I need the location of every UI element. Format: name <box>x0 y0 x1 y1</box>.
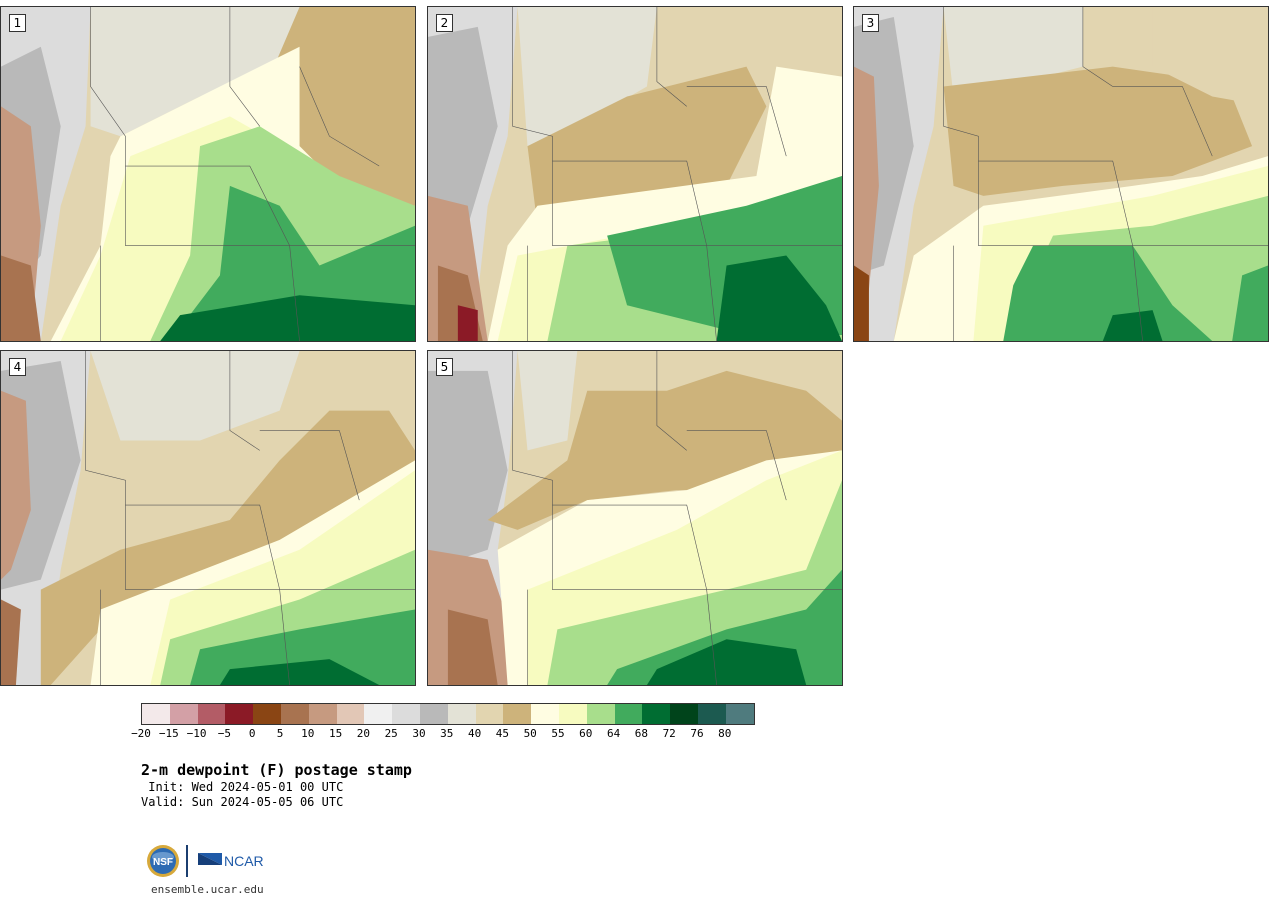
stamp-panel-1: 1 <box>0 6 416 342</box>
colorbar-tick: −15 <box>158 727 179 740</box>
colorbar-tick: 40 <box>467 727 482 740</box>
panel-number: 5 <box>436 358 453 376</box>
colorbar-tick: 25 <box>384 727 398 740</box>
nsf-logo-text: NSF <box>153 857 173 868</box>
panel-number: 2 <box>436 14 453 32</box>
panel-number: 4 <box>9 358 26 376</box>
dewpoint-map-2 <box>428 7 842 341</box>
colorbar-tick: 72 <box>662 727 676 740</box>
colorbar-bin-7 <box>336 704 365 724</box>
colorbar-tick: 5 <box>276 727 284 740</box>
init-time: Init: Wed 2024-05-01 00 UTC <box>141 780 344 794</box>
dewpoint-map-4 <box>1 351 415 685</box>
colorbar-bin-8 <box>364 704 393 724</box>
stamp-panel-5: 5 <box>427 350 843 686</box>
stamp-panel-4: 4 <box>0 350 416 686</box>
colorbar-bin-21 <box>725 704 754 724</box>
colorbar-bin-17 <box>614 704 643 724</box>
colorbar-tick: 60 <box>579 727 593 740</box>
colorbar-tick-labels: −20 −15 −10 −5 0 5 10 15 20 25 30 35 40 45 50 55 60 64 68 7… <box>131 727 761 741</box>
ncar-logo-text: NCAR <box>224 853 264 869</box>
colorbar-bin-18 <box>642 704 671 724</box>
colorbar-tick: 0 <box>248 727 256 740</box>
colorbar-bin-11 <box>447 704 476 724</box>
nsf-ncar-logos: NSF NCAR <box>147 845 264 877</box>
colorbar-bin-19 <box>670 704 698 724</box>
colorbar-bin-3 <box>225 704 254 724</box>
nsf-logo: NSF <box>147 845 179 877</box>
panel-number: 1 <box>9 14 26 32</box>
dewpoint-map-5 <box>428 351 842 685</box>
colorbar-tick: 30 <box>412 727 426 740</box>
stamp-panel-2: 2 <box>427 6 843 342</box>
colorbar-tick: 10 <box>301 727 315 740</box>
colorbar-bin-4 <box>253 704 281 724</box>
colorbar-bin-13 <box>503 704 532 724</box>
colorbar-tick: −10 <box>186 727 207 740</box>
stamp-panel-3: 3 <box>853 6 1269 342</box>
colorbar-bin-16 <box>586 704 615 724</box>
colorbar-tick: −20 <box>131 727 151 740</box>
site-url: ensemble.ucar.edu <box>151 883 264 896</box>
panel-number: 3 <box>862 14 879 32</box>
colorbar-tick: 76 <box>690 727 704 740</box>
colorbar-tick: 20 <box>356 727 371 740</box>
colorbar-tick: 68 <box>634 727 649 740</box>
colorbar-bin-20 <box>697 704 726 724</box>
colorbar-bin-1 <box>169 704 198 724</box>
colorbar-bin-15 <box>558 704 587 724</box>
ncar-logo: NCAR <box>198 853 264 869</box>
colorbar-tick: 35 <box>440 727 454 740</box>
colorbar-bin-6 <box>308 704 337 724</box>
colorbar-bin-10 <box>419 704 448 724</box>
colorbar-bin-0 <box>142 704 170 724</box>
colorbar-tick: −5 <box>217 727 232 740</box>
colorbar-bin-9 <box>392 704 420 724</box>
colorbar-bin-2 <box>197 704 226 724</box>
colorbar-bin-12 <box>475 704 504 724</box>
chart-title: 2-m dewpoint (F) postage stamp <box>141 761 412 779</box>
dewpoint-map-1 <box>1 7 415 341</box>
dewpoint-map-3 <box>854 7 1268 341</box>
colorbar-tick: 45 <box>495 727 510 740</box>
valid-time: Valid: Sun 2024-05-05 06 UTC <box>141 795 344 809</box>
colorbar-tick: 64 <box>606 727 621 740</box>
colorbar-tick: 50 <box>523 727 537 740</box>
colorbar-tick: 55 <box>551 727 565 740</box>
dewpoint-colorbar <box>141 703 755 725</box>
colorbar-tick: 80 <box>718 727 732 740</box>
colorbar-bin-5 <box>280 704 309 724</box>
colorbar-bin-14 <box>531 704 559 724</box>
colorbar-tick: 15 <box>328 727 343 740</box>
